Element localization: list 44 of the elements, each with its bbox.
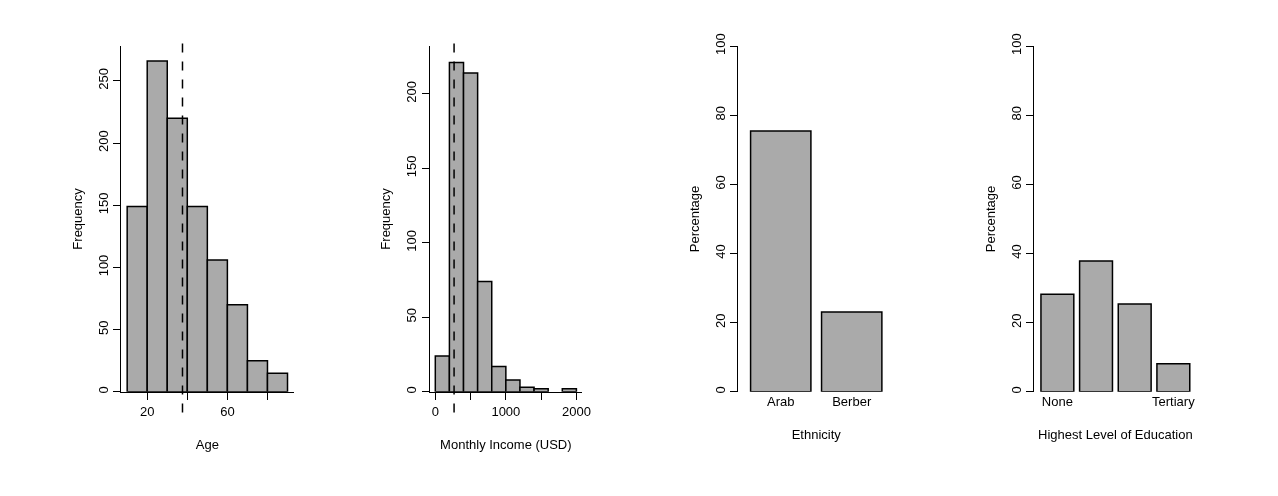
- y-tick-label: 80: [1008, 106, 1024, 121]
- x-axis-title: Highest Level of Education: [1038, 427, 1193, 443]
- y-axis-title: Percentage: [686, 185, 702, 253]
- y-tick-label: 60: [1008, 175, 1024, 190]
- y-axis-title: Frequency: [378, 187, 394, 250]
- y-tick-label: 80: [712, 106, 728, 121]
- y-tick-label: 200: [95, 130, 111, 152]
- x-tick-label: Arab: [767, 393, 795, 409]
- x-tick-label: 2000: [561, 403, 591, 419]
- x-axis-title: Age: [195, 437, 219, 453]
- y-tick-label: 60: [712, 175, 728, 190]
- y-tick-label: 20: [712, 313, 728, 328]
- y-axis-title: Frequency: [69, 187, 85, 250]
- y-tick-label: 250: [95, 68, 111, 90]
- x-tick-label: 0: [431, 403, 439, 419]
- x-axis-title: Ethnicity: [791, 427, 842, 443]
- x-tick-label: 20: [139, 403, 155, 419]
- y-tick-label: 150: [404, 155, 420, 178]
- bar: [1156, 363, 1191, 392]
- y-tick-label: 100: [95, 254, 111, 277]
- y-tick-label: 0: [404, 386, 420, 394]
- y-tick-label: 50: [95, 320, 111, 335]
- y-tick-label: 100: [1008, 33, 1024, 55]
- x-tick-label: Berber: [832, 393, 872, 409]
- y-tick-label: 0: [1008, 386, 1024, 394]
- x-tick-label: 60: [220, 403, 235, 419]
- y-tick-label: 40: [712, 244, 728, 259]
- y-tick-label: 50: [404, 308, 420, 323]
- x-tick-label: Tertiary: [1152, 393, 1196, 409]
- y-tick-label: 20: [1008, 313, 1024, 328]
- x-axis-title: Monthly Income (USD): [440, 437, 572, 453]
- y-tick-label: 200: [404, 80, 420, 103]
- y-axis-title: Percentage: [982, 185, 998, 253]
- y-tick-label: 40: [1008, 244, 1024, 259]
- y-tick-label: 100: [712, 33, 728, 55]
- bar: [1040, 293, 1075, 392]
- y-tick-label: 0: [712, 386, 728, 394]
- y-tick-label: 0: [95, 386, 111, 394]
- bar: [1117, 303, 1152, 392]
- x-tick-label: 1000: [491, 403, 521, 419]
- x-tick-label: None: [1041, 393, 1073, 409]
- y-tick-label: 100: [404, 229, 420, 252]
- y-tick-label: 150: [95, 192, 111, 215]
- bar: [1078, 260, 1114, 392]
